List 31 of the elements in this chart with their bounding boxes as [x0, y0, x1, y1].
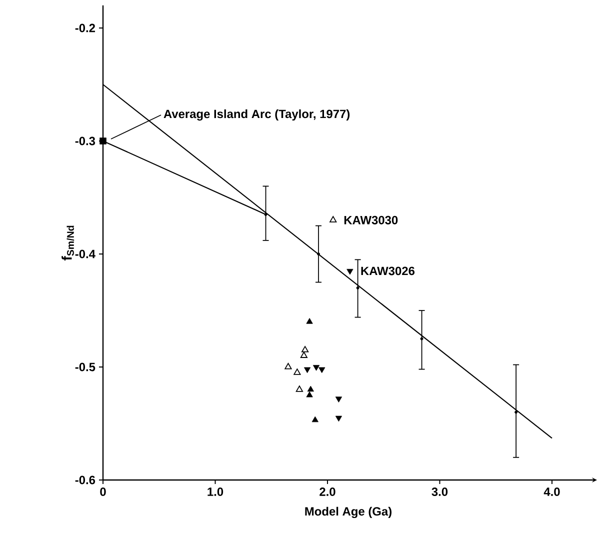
point: [420, 337, 424, 340]
y-axis-title: f$_{Sm/Nd}$: [62, 226, 74, 260]
x-tick-label: 2.0: [320, 488, 336, 496]
point: [300, 352, 308, 358]
point: [356, 286, 360, 290]
annotation: KAW3026: [361, 266, 415, 276]
y-tick-label: -0.2: [75, 24, 96, 32]
point: [264, 212, 268, 216]
x-tick-label: 4.0: [544, 488, 560, 496]
point: [306, 318, 313, 324]
y-tick-label: -0.6: [75, 476, 96, 484]
annotation: KAW3030: [344, 216, 398, 224]
annotation: Average Island Arc (Taylor, 1977): [164, 109, 350, 121]
x-tick-label: 0: [100, 488, 106, 496]
point: [284, 362, 292, 370]
point: [296, 386, 303, 392]
x-tick-label: 3.0: [432, 488, 448, 496]
point: [330, 216, 337, 222]
point: [307, 386, 314, 392]
point: [294, 368, 301, 375]
x-axis-title: Model Age (Ga): [305, 506, 392, 518]
point: [306, 391, 313, 398]
point: [346, 268, 354, 275]
point: [312, 416, 318, 422]
point: [100, 138, 106, 144]
y-tick-label: -0.4: [75, 250, 96, 258]
point: [301, 346, 309, 352]
point: [514, 410, 518, 414]
y-tick-label: -0.5: [75, 362, 96, 372]
x-tick-label: 1.0: [208, 488, 224, 496]
y-tick-label: -0.3: [75, 136, 96, 146]
